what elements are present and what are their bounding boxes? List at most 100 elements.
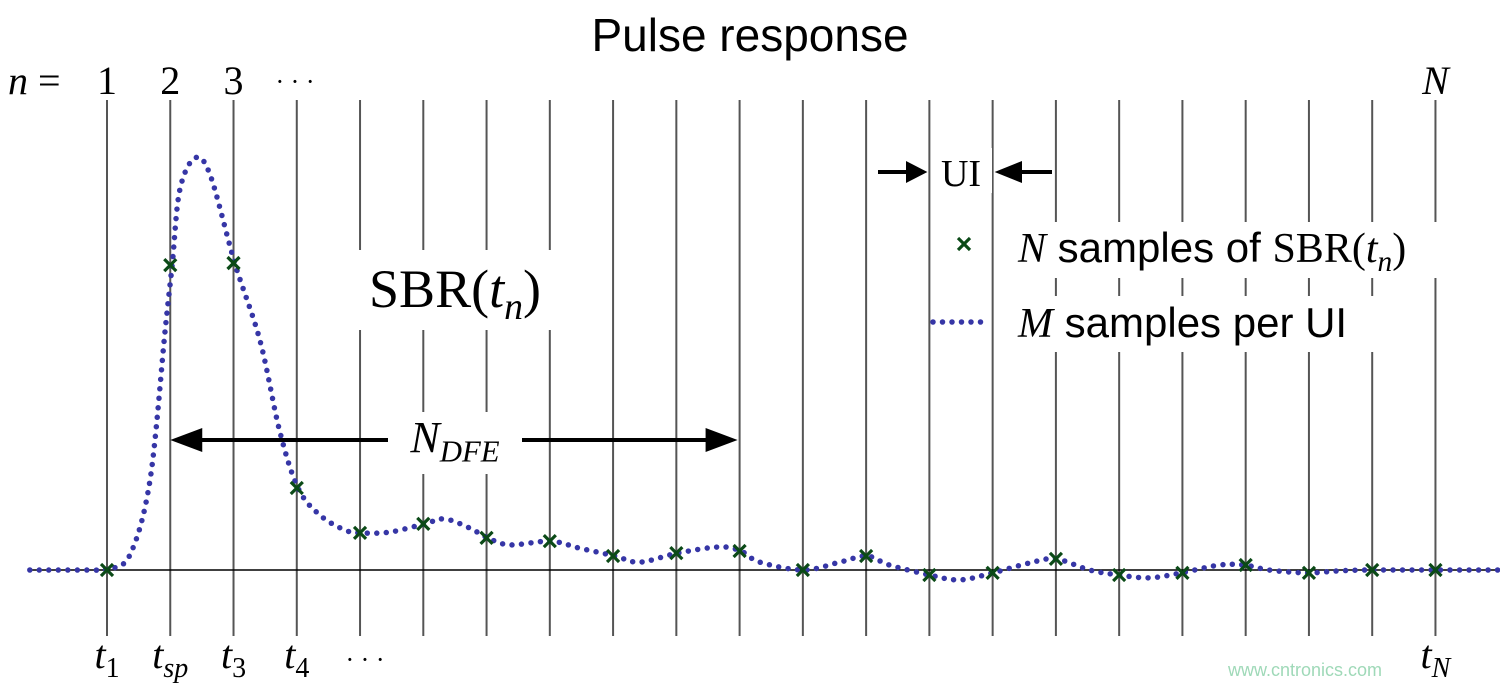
- sample-marker: [922, 567, 937, 583]
- time-label: tsp: [152, 632, 188, 684]
- text-part: t: [152, 632, 164, 677]
- text-part: SBR(: [369, 259, 489, 319]
- label-background: [1008, 296, 1408, 352]
- arrowhead-right-icon: [906, 161, 928, 183]
- time-label: t3: [221, 632, 246, 684]
- legend-per-ui-label: M samples per UI: [1017, 299, 1347, 347]
- text-part: t: [489, 259, 506, 319]
- text-part: 1: [97, 58, 117, 103]
- text-part: DFE: [439, 435, 500, 469]
- index-ellipsis: · · ·: [276, 67, 315, 96]
- x-stroke: [922, 567, 937, 583]
- text-part: · · ·: [346, 645, 385, 674]
- sample-marker: [795, 562, 810, 578]
- sample-marker: [605, 548, 621, 564]
- text-part: 1: [106, 653, 120, 684]
- text-part: t: [94, 632, 106, 677]
- label-background: [355, 250, 560, 330]
- text-part: n: [1378, 246, 1393, 278]
- x-stroke: [1365, 562, 1380, 578]
- sample-marker: [479, 530, 494, 545]
- label-background: [936, 148, 992, 193]
- text-part: · · ·: [276, 67, 315, 96]
- sample-marker: [1048, 551, 1064, 567]
- text-part: UI: [941, 153, 981, 195]
- x-stroke: [226, 255, 241, 271]
- ui-label: UI: [941, 153, 981, 195]
- diagram-title: Pulse response: [591, 9, 909, 61]
- sample-marker: [1365, 562, 1380, 578]
- index-last: N: [1421, 58, 1451, 103]
- x-stroke: [669, 545, 684, 561]
- sample-marker: [1175, 565, 1190, 581]
- text-part: M: [1017, 301, 1055, 347]
- text-part: samples per UI: [1053, 299, 1347, 346]
- label-background: [1008, 222, 1478, 278]
- arrowhead-left-icon: [994, 161, 1022, 183]
- sample-marker: [858, 548, 874, 564]
- x-stroke: [605, 548, 621, 564]
- watermark: www.cntronics.com: [1227, 660, 1382, 680]
- text-part: sp: [163, 653, 188, 684]
- x-stroke: [479, 530, 494, 545]
- ndfe-label: NDFE: [409, 413, 499, 469]
- sbr-label: SBR(tn): [369, 259, 541, 328]
- time-label: t4: [284, 632, 309, 684]
- sample-marker: [1428, 562, 1443, 578]
- text-part: n: [504, 286, 523, 328]
- text-part: N: [1017, 226, 1048, 272]
- x-stroke: [352, 525, 368, 541]
- text-part: ): [1392, 226, 1406, 272]
- text-part: =: [28, 58, 61, 103]
- x-stroke: [289, 480, 304, 496]
- x-stroke: [1301, 565, 1317, 581]
- x-stroke: [795, 562, 810, 578]
- x-stroke: [858, 548, 874, 564]
- sample-marker: [289, 480, 304, 496]
- sample-marker: [985, 565, 1000, 581]
- text-part: 3: [224, 58, 244, 103]
- arrowhead-right-icon: [705, 428, 738, 452]
- text-part: ): [523, 259, 541, 319]
- sample-marker: [416, 516, 431, 531]
- sample-marker: [1238, 557, 1253, 573]
- arrowhead-left-icon: [170, 428, 203, 452]
- sample-marker: [352, 525, 368, 541]
- text-part: N: [1431, 653, 1452, 684]
- time-label: t1: [94, 632, 119, 684]
- x-stroke: [1428, 562, 1443, 578]
- sample-marker: [1112, 567, 1127, 583]
- sbr-curve: [27, 154, 1500, 583]
- sample-marker: [732, 543, 747, 559]
- text-part: t: [1366, 226, 1379, 272]
- x-stroke: [542, 534, 557, 549]
- text-part: 3: [232, 653, 246, 684]
- sample-marker: [1301, 565, 1317, 581]
- x-stroke: [1175, 565, 1190, 581]
- x-stroke: [163, 257, 178, 273]
- text-part: 4: [295, 653, 309, 684]
- index-tick: 2: [160, 58, 180, 103]
- index-tick: 3: [224, 58, 244, 103]
- text-part: SBR(: [1272, 226, 1365, 272]
- text-part: samples of: [1046, 224, 1272, 271]
- sample-marker: [163, 257, 178, 273]
- label-background: [388, 412, 518, 474]
- text-part: t: [1421, 632, 1433, 677]
- legend-x-marker-icon: [956, 236, 972, 252]
- sample-marker: [542, 534, 557, 549]
- time-label-last: tN: [1421, 632, 1452, 684]
- text-part: t: [284, 632, 296, 677]
- x-stroke: [1238, 557, 1253, 573]
- text-part: N: [1421, 58, 1451, 103]
- index-tick: 1: [97, 58, 117, 103]
- sample-marker: [669, 545, 684, 561]
- text-part: t: [221, 632, 233, 677]
- x-stroke: [732, 543, 747, 559]
- x-stroke: [99, 562, 115, 578]
- text-part: 2: [160, 58, 180, 103]
- x-stroke: [1112, 567, 1127, 583]
- sample-marker: [226, 255, 241, 271]
- x-stroke: [416, 516, 431, 531]
